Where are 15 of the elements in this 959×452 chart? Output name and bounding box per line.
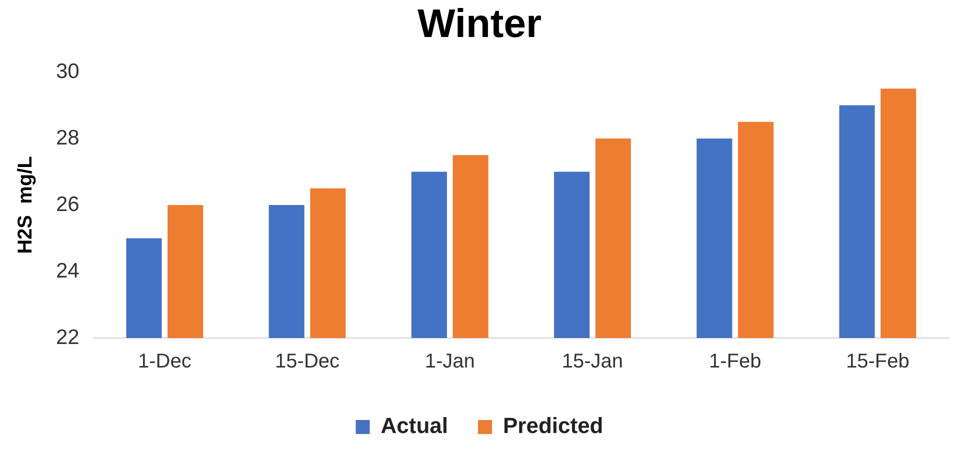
legend-label: Predicted (502, 413, 604, 438)
legend-label: Actual (380, 413, 448, 438)
x-tick-label: 15-Feb (846, 350, 910, 373)
x-tick-label: 15-Dec (275, 350, 340, 373)
x-tick-label: 1-Dec (138, 350, 192, 373)
y-tick-label: 22 (56, 326, 80, 349)
y-tick-label: 30 (56, 60, 80, 83)
y-axis-title: H2S mg/L (14, 156, 37, 254)
y-tick-label: 26 (56, 192, 80, 216)
y-tick-label: 28 (56, 126, 80, 150)
chart-title: Winter (417, 2, 542, 46)
x-tick-label: 1-Feb (708, 350, 762, 373)
y-tick-label: 24 (56, 259, 80, 282)
x-tick-label: 15-Jan (562, 350, 624, 373)
x-tick-label: 1-Jan (424, 350, 475, 373)
